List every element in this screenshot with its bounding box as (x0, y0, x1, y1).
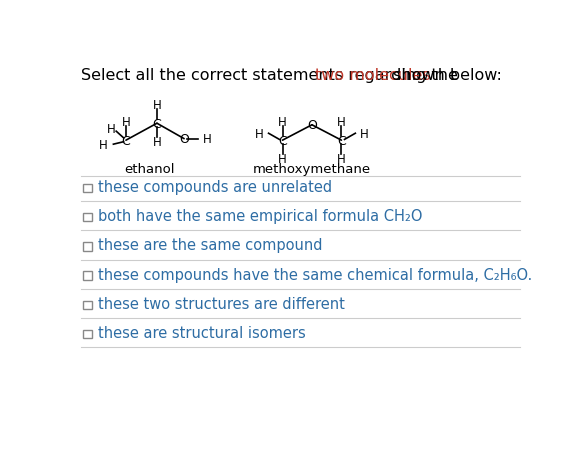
Text: H: H (278, 116, 287, 129)
Text: C: C (121, 134, 130, 148)
Text: H: H (337, 153, 346, 166)
FancyBboxPatch shape (83, 272, 92, 280)
Text: H: H (121, 116, 130, 129)
Text: shown below:: shown below: (388, 68, 502, 83)
Text: H: H (203, 133, 212, 146)
Text: these are the same compound: these are the same compound (98, 238, 322, 253)
Text: both have the same empirical formula CH₂O: both have the same empirical formula CH₂… (98, 208, 423, 224)
Text: these compounds are unrelated: these compounds are unrelated (98, 179, 332, 195)
Text: these compounds have the same chemical formula, C₂H₆O.: these compounds have the same chemical f… (98, 267, 532, 282)
Text: these are structural isomers: these are structural isomers (98, 326, 306, 340)
FancyBboxPatch shape (83, 243, 92, 251)
Text: H: H (255, 128, 264, 140)
FancyBboxPatch shape (83, 214, 92, 222)
Text: H: H (152, 136, 161, 149)
Text: ethanol: ethanol (124, 162, 175, 175)
Text: two molecules: two molecules (315, 68, 431, 83)
FancyBboxPatch shape (83, 301, 92, 309)
Text: C: C (152, 118, 161, 130)
Text: H: H (99, 139, 108, 151)
Text: H: H (107, 123, 116, 136)
Text: O: O (179, 133, 189, 146)
Text: C: C (278, 134, 287, 148)
Text: H: H (360, 128, 369, 140)
Text: H: H (337, 116, 346, 129)
Text: H: H (278, 153, 287, 166)
Text: O: O (307, 119, 317, 132)
Text: C: C (337, 134, 346, 148)
Text: Select all the correct statements regarding the: Select all the correct statements regard… (81, 68, 463, 83)
Text: methoxymethane: methoxymethane (253, 162, 371, 175)
FancyBboxPatch shape (83, 330, 92, 339)
Text: H: H (152, 99, 161, 112)
FancyBboxPatch shape (83, 184, 92, 193)
Text: these two structures are different: these two structures are different (98, 296, 345, 311)
